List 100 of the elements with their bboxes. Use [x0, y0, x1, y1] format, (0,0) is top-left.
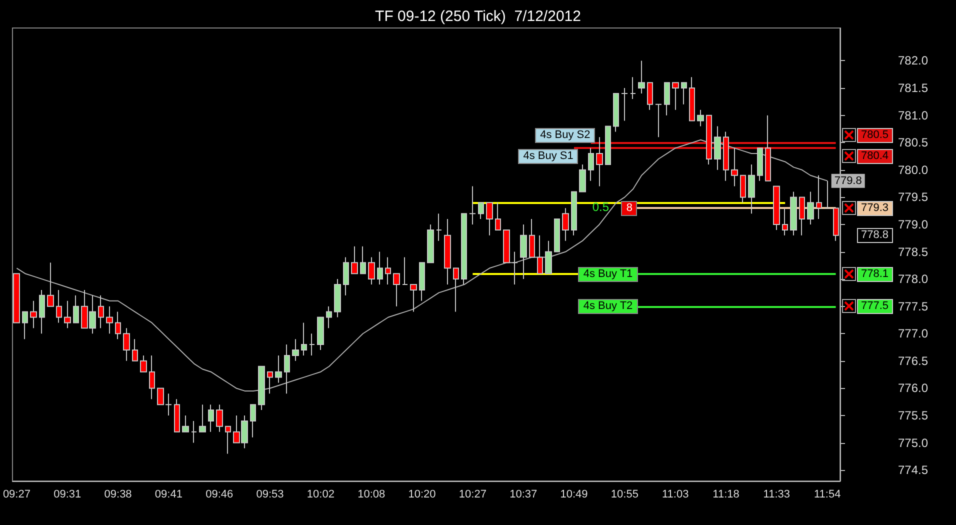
candlestick: [343, 256, 349, 296]
chart-title: TF 09-12 (250 Tick) 7/12/2012: [375, 8, 581, 25]
candlestick: [495, 202, 501, 230]
candlestick: [377, 251, 383, 286]
candlestick: [765, 114, 771, 182]
candlestick: [740, 174, 746, 204]
candlestick: [799, 196, 805, 236]
y-tick-label: 777.0: [898, 326, 928, 341]
candlestick: [191, 420, 197, 444]
candlestick: [30, 300, 37, 329]
candlestick: [368, 256, 375, 286]
candlestick: [545, 240, 552, 274]
y-tick-label: 779.5: [898, 190, 928, 204]
candlestick: [208, 404, 214, 432]
candlestick: [13, 273, 20, 324]
candlestick: [132, 338, 138, 362]
candlestick: [757, 148, 763, 182]
candlestick: [317, 316, 324, 351]
annotation: 4s Buy T1: [578, 266, 638, 282]
candlestick: [824, 180, 831, 209]
candlestick: [351, 246, 358, 274]
candlestick: [334, 278, 341, 318]
candlestick: [579, 164, 586, 192]
candlestick: [621, 88, 628, 122]
candlestick: [258, 366, 265, 411]
candlestick: [56, 289, 62, 324]
candlestick: [664, 82, 670, 116]
x-tick-label: 09:53: [256, 488, 284, 500]
x-tick-label: 09:31: [54, 488, 82, 500]
candlestick: [267, 371, 273, 394]
candlestick: [115, 311, 121, 340]
candlestick: [520, 224, 527, 280]
candlestick: [292, 338, 299, 362]
x-tick-label: 11:18: [712, 488, 740, 500]
candlestick: [225, 426, 231, 454]
candlestick: [469, 186, 476, 225]
annotation: 4s Buy T2: [578, 299, 638, 314]
ref-line-label: 780.4: [857, 149, 893, 164]
candlestick: [275, 354, 282, 384]
candlestick: [174, 398, 180, 432]
x-tick-label: 10:49: [560, 488, 588, 500]
ref-line-label: 777.5: [857, 299, 893, 314]
candlestick: [73, 294, 79, 324]
x-tick-label: 09:27: [2, 488, 30, 500]
candlestick: [807, 191, 814, 225]
candlestick: [605, 126, 611, 165]
candlestick: [39, 289, 45, 334]
data-label: 779.8: [834, 174, 862, 187]
annotation: 4s Buy S2: [535, 128, 596, 143]
annotation: 4s Buy S1: [518, 149, 578, 164]
y-tick-label: 780.0: [898, 162, 928, 177]
candlestick: [250, 404, 256, 438]
line-series: [16, 139, 828, 392]
candlestick: [723, 131, 729, 182]
candlestick: [596, 136, 603, 187]
candlestick: [486, 202, 493, 236]
candlestick: [638, 60, 645, 94]
x-tick-label: 10:02: [306, 488, 334, 500]
candlestick: [123, 328, 130, 362]
candlestick: [309, 333, 315, 356]
candlestick: [571, 191, 577, 236]
x-tick-label: 10:27: [458, 488, 486, 500]
x-tick-label: 10:55: [610, 488, 638, 500]
y-tick-label: 774.5: [898, 463, 928, 478]
candlestick: [706, 114, 712, 165]
candlestick: [461, 213, 467, 286]
candlestick: [199, 404, 206, 432]
candlestick: [419, 262, 425, 302]
x-tick-label: 09:38: [104, 488, 132, 500]
x-tick-label: 10:37: [510, 488, 538, 500]
candlestick: [64, 300, 71, 329]
y-tick-label: 782.0: [898, 54, 928, 68]
candlestick: [47, 262, 54, 307]
y-tick-label: 777.5: [898, 299, 928, 314]
candlestick: [833, 208, 839, 242]
candlestick: [140, 354, 147, 372]
candlestick: [385, 256, 391, 286]
candlestick: [748, 164, 755, 214]
x-tick-label: 11:03: [662, 488, 689, 500]
text: 778.8: [857, 228, 893, 244]
candlestick: [714, 126, 721, 170]
candlestick: [672, 82, 679, 110]
x-tick-label: 11:33: [763, 488, 790, 500]
x-tick-label: 11:54: [814, 488, 841, 500]
candlestick: [630, 76, 636, 100]
y-tick-label: 781.5: [898, 81, 928, 96]
candlestick: [301, 322, 307, 356]
candlestick: [436, 213, 442, 242]
candlestick: [697, 109, 704, 127]
candlestick: [562, 208, 569, 242]
candlestick: [503, 229, 510, 264]
candlestick: [98, 294, 104, 329]
x-tick-label: 10:08: [358, 488, 386, 500]
candlestick: [655, 104, 662, 138]
candlestick: [588, 148, 594, 182]
candlestick: [512, 251, 518, 286]
candlestick: [681, 82, 687, 105]
candlestick: [106, 306, 113, 334]
candlestick: [182, 415, 189, 432]
y-tick-label: 779.0: [898, 217, 928, 232]
